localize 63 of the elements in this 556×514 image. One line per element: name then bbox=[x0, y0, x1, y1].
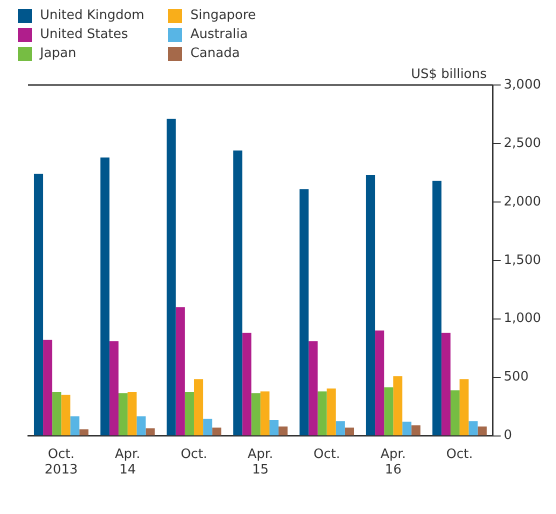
bar bbox=[278, 426, 288, 436]
bar bbox=[194, 379, 204, 436]
bar bbox=[79, 429, 88, 436]
bar bbox=[460, 379, 469, 436]
bar bbox=[375, 330, 384, 436]
bar bbox=[260, 391, 270, 436]
x-tick-label: Apr. 15 bbox=[248, 446, 274, 478]
bar bbox=[366, 175, 376, 436]
bar bbox=[109, 341, 119, 436]
legend-label: Canada bbox=[190, 46, 240, 61]
bar bbox=[233, 150, 242, 436]
bar bbox=[344, 428, 354, 436]
y-axis-title: US$ billions bbox=[410, 66, 487, 82]
bar bbox=[242, 332, 252, 436]
bar bbox=[326, 388, 336, 436]
y-tick-label: 1,000 bbox=[504, 311, 541, 326]
bar bbox=[128, 392, 137, 436]
bar bbox=[166, 118, 176, 436]
bar bbox=[176, 307, 185, 436]
y-tick-label: 2,500 bbox=[504, 136, 541, 151]
bar bbox=[336, 421, 345, 436]
bar bbox=[402, 422, 412, 436]
bar bbox=[70, 416, 80, 436]
x-tick-label: Oct. bbox=[446, 446, 473, 462]
legend-label: United States bbox=[40, 27, 128, 42]
bar bbox=[43, 340, 52, 436]
bar bbox=[251, 393, 260, 436]
y-tick-label: 3,000 bbox=[504, 77, 541, 92]
bar bbox=[300, 189, 309, 436]
y-tick-label: 500 bbox=[504, 370, 529, 385]
bar bbox=[203, 418, 212, 436]
x-tick-label: Oct. 2013 bbox=[44, 446, 78, 478]
bar bbox=[118, 393, 128, 436]
bar bbox=[308, 341, 318, 436]
y-tick-label: 1,500 bbox=[504, 252, 541, 268]
x-tick-label: Oct. bbox=[313, 446, 340, 462]
x-tick-label: Apr. 14 bbox=[114, 446, 140, 478]
bar bbox=[184, 392, 194, 436]
bar bbox=[34, 174, 44, 436]
bar bbox=[393, 376, 402, 436]
legend-label: Japan bbox=[40, 46, 76, 61]
bar bbox=[52, 392, 62, 436]
bar bbox=[441, 332, 451, 436]
bar bbox=[212, 428, 222, 436]
bar bbox=[450, 390, 460, 436]
x-tick-label: Apr. 16 bbox=[380, 446, 406, 478]
bar bbox=[146, 428, 155, 436]
bar bbox=[318, 391, 327, 436]
bar bbox=[61, 394, 70, 436]
bar bbox=[100, 158, 110, 436]
bar bbox=[136, 416, 146, 436]
y-tick-label: 2,000 bbox=[504, 194, 541, 210]
bar bbox=[384, 387, 394, 436]
bar bbox=[269, 420, 279, 436]
legend-label: Singapore bbox=[190, 8, 256, 23]
legend-label: United Kingdom bbox=[40, 8, 144, 23]
legend-label: Australia bbox=[190, 27, 248, 42]
x-tick-label: Oct. bbox=[180, 446, 208, 462]
bar bbox=[432, 180, 442, 436]
y-tick-label: 0 bbox=[504, 428, 512, 444]
bar bbox=[468, 421, 478, 436]
bar bbox=[411, 425, 420, 436]
bar bbox=[478, 426, 487, 436]
